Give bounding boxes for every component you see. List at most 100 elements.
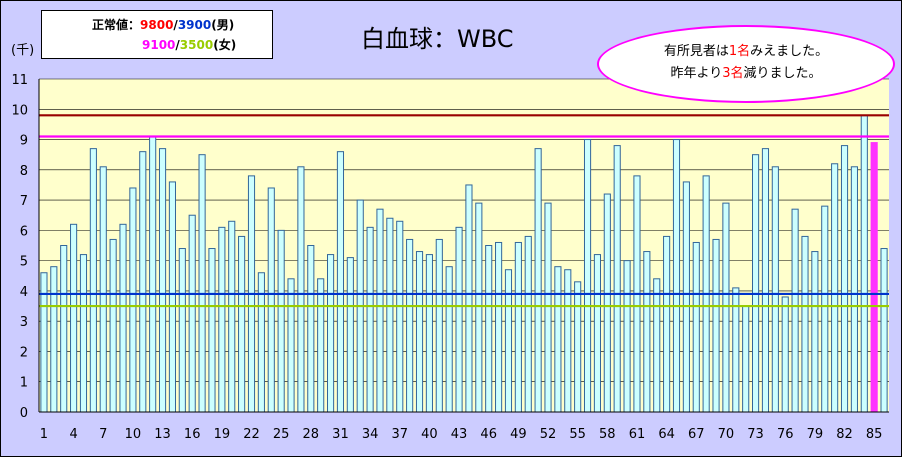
bar [672,139,681,413]
bar [692,241,700,413]
legend-slash: / [173,18,178,32]
x-tick-label: 61 [629,427,646,442]
x-tick-label: 70 [718,427,735,442]
bar [327,254,335,413]
bar [514,241,522,413]
x-tick-label: 31 [332,427,349,442]
bar [712,238,720,413]
chart-title: 白血球：WBC [361,25,514,53]
bar [752,154,760,413]
bar [139,151,147,413]
x-tick-label: 34 [362,427,379,442]
bar [722,202,730,413]
y-tick-label: 7 [20,194,28,209]
bar [366,226,374,413]
bar [406,238,414,413]
y-unit-label: (千) [11,43,35,58]
bar [336,151,345,413]
x-tick-label: 40 [421,427,438,442]
bar [860,114,868,413]
bar [277,229,285,413]
bar [346,257,354,413]
bar [208,248,216,413]
bar [267,187,275,413]
bar [297,166,305,413]
bar [50,266,58,413]
x-tick-label: 22 [243,427,260,442]
bar [307,245,315,413]
bar [821,205,829,413]
bar [643,251,651,413]
bar [435,238,443,413]
x-tick-label: 79 [807,427,824,442]
x-tick-label: 1 [40,427,48,442]
legend-female-suffix: (女) [213,38,237,52]
x-tick-label: 10 [125,427,142,442]
y-tick-label: 10 [11,103,28,118]
bar [564,269,572,413]
bar [791,208,799,413]
x-tick-label: 7 [99,427,107,442]
x-tick-label: 52 [540,427,557,442]
bar [396,220,404,413]
legend-female-lower: 3500 [179,38,214,52]
bar [613,145,621,413]
highlighted-bar [870,142,878,413]
callout-line2-pre: 昨年より [670,66,723,81]
bar [99,166,107,413]
bar [168,181,176,413]
bar [831,163,839,413]
bar [623,260,631,413]
callout-line1-pre: 有所見者は [663,44,729,59]
bar [70,223,78,413]
y-axis-ticks: 0 1 2 3 4 5 6 7 8 9 10 11 [11,73,28,421]
callout-line1-num: 1名 [728,44,751,59]
bar [465,184,473,413]
plot-area [39,79,889,412]
bar [554,266,562,413]
bar [544,202,552,413]
x-tick-label: 73 [747,427,764,442]
legend-slash-female: / [175,38,180,52]
x-tick-label: 49 [510,427,527,442]
x-tick-label: 13 [154,427,171,442]
bar [603,193,611,413]
callout-line2-post: 減りました。 [743,66,822,81]
y-tick-label: 6 [20,224,28,239]
bar [524,235,532,413]
bar [583,139,592,413]
bar [287,278,295,413]
legend-female-row: 9100/3500(女) [142,36,236,54]
y-tick-label: 2 [20,345,28,360]
x-tick-label: 25 [273,427,290,442]
bar [850,166,858,413]
bar [761,148,770,413]
callout-line-2: 昨年より3名減りました。 [599,63,893,85]
bar [149,136,157,413]
bars [40,114,888,413]
y-tick-label: 5 [20,255,28,270]
bar [178,248,186,413]
bar [485,245,493,413]
bar [445,266,453,413]
reference-lines [39,114,889,308]
bar [653,278,661,413]
x-tick-label: 64 [658,427,675,442]
callout-line-1: 有所見者は1名みえました。 [599,41,893,63]
bar [109,238,117,413]
bar [801,235,809,413]
legend-male-upper: 9800 [140,18,174,32]
x-tick-label: 58 [599,427,616,442]
legend-male-suffix: (男) [211,18,235,32]
bar [811,251,819,413]
bar [119,223,127,413]
y-tick-label: 4 [20,285,28,300]
x-tick-label: 37 [391,427,408,442]
callout-line2-num: 3名 [722,66,744,81]
bar [574,281,582,413]
bar [504,269,513,413]
x-tick-label: 16 [184,427,201,442]
y-tick-label: 3 [20,315,28,330]
